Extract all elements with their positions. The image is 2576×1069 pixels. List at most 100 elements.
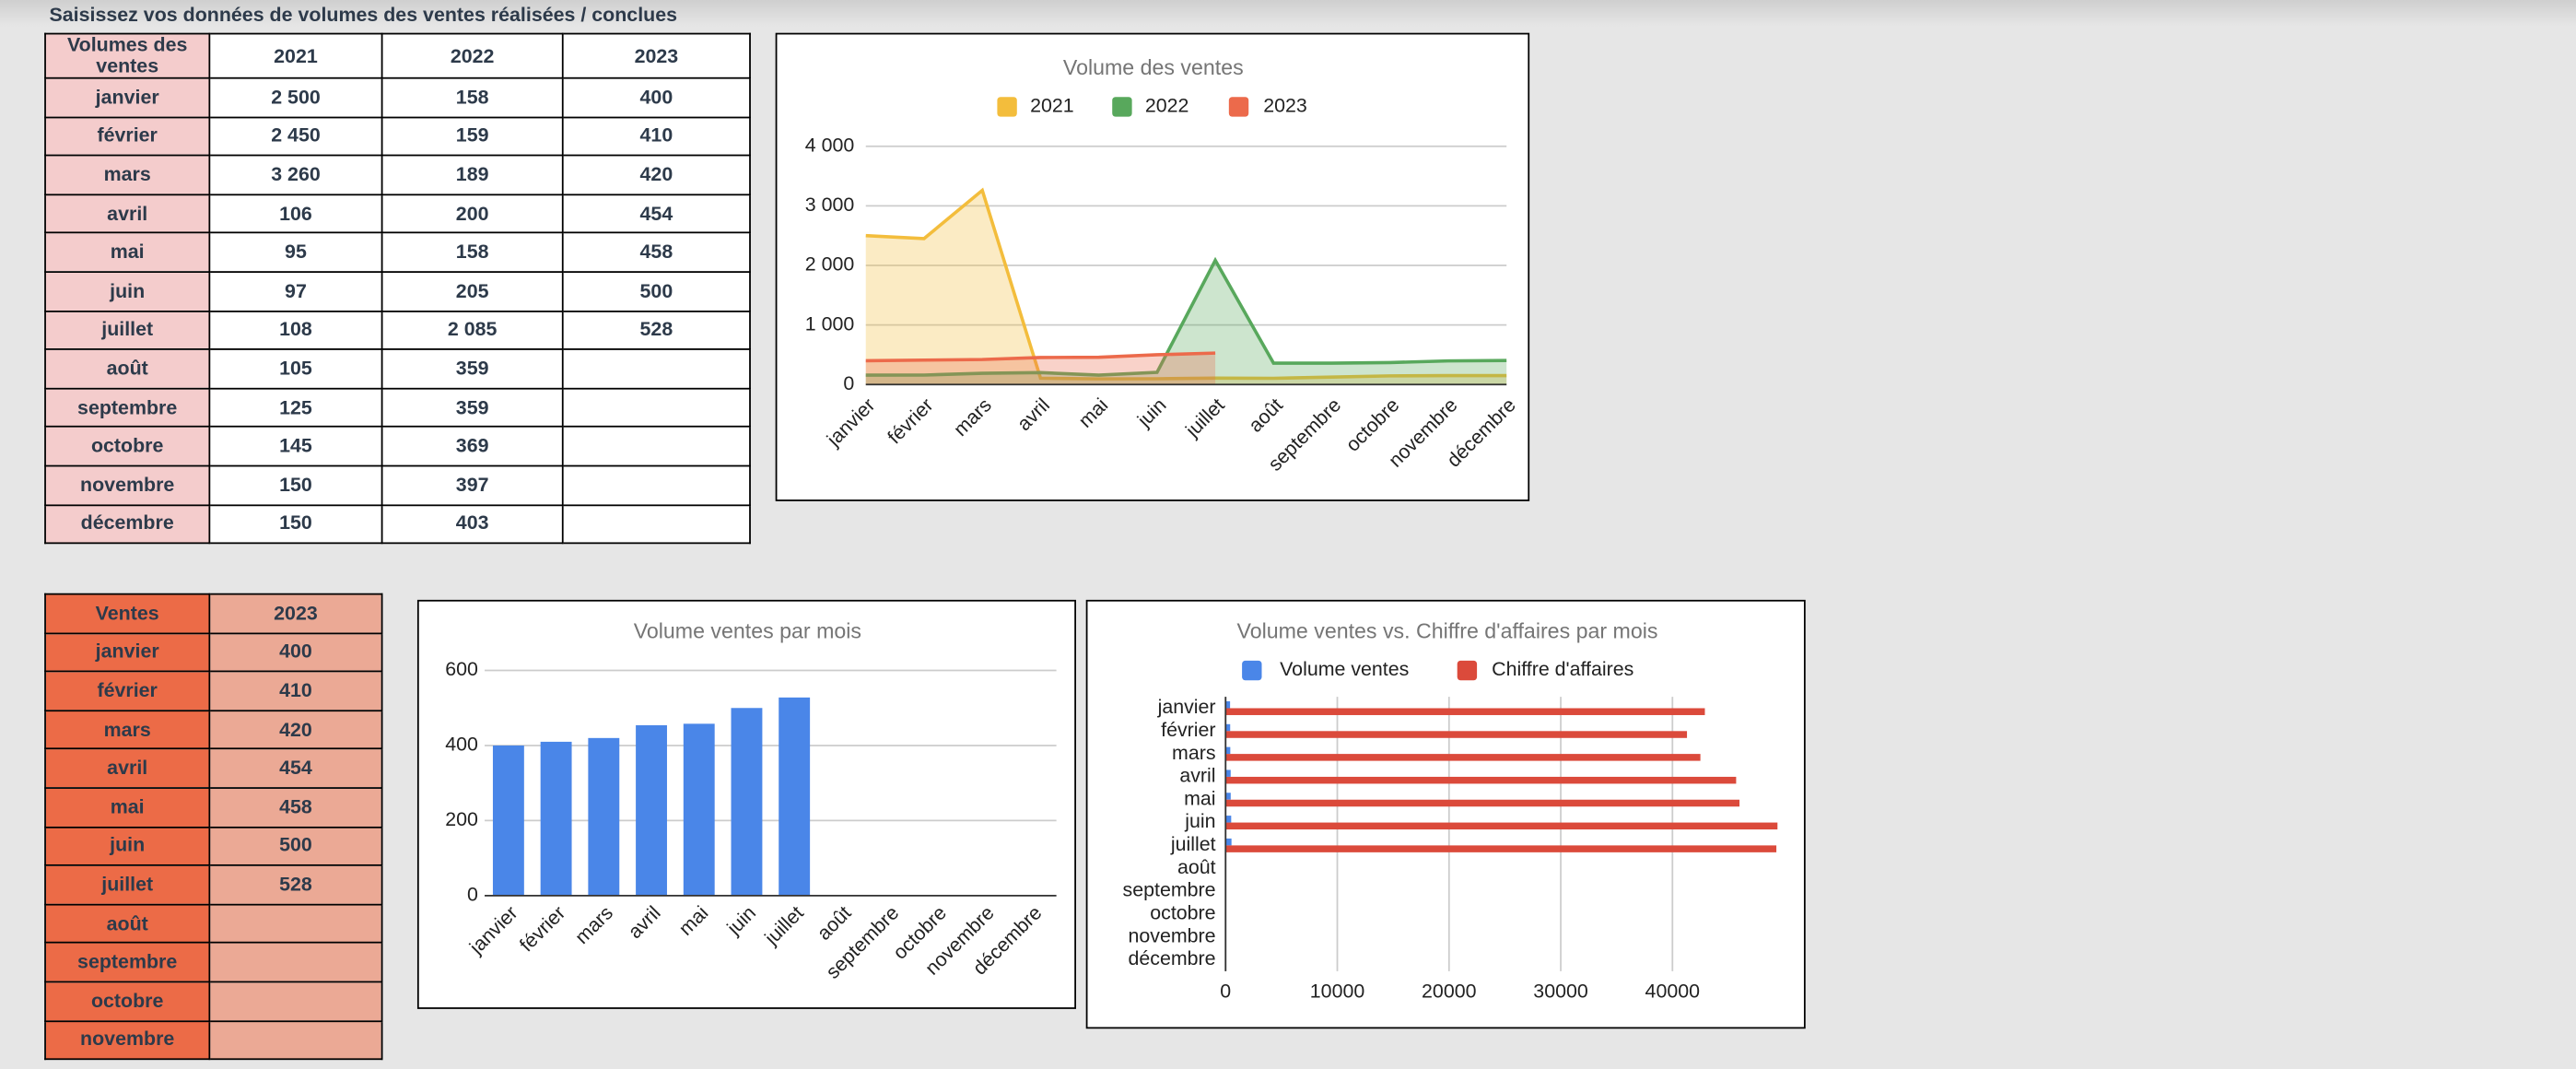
x-tick-label: juin [1132, 394, 1170, 431]
legend-swatch [1112, 97, 1132, 117]
toolbar-shadow [0, 0, 2576, 27]
table-cell: mars [44, 709, 211, 750]
table-cell: août [44, 348, 211, 390]
table-cell: 528 [561, 310, 751, 351]
table-cell: novembre [44, 464, 211, 506]
table-cell: juin [44, 826, 211, 867]
x-tick-label: 10000 [1310, 981, 1365, 1003]
table-cell: 400 [208, 631, 383, 673]
table-row: janvier 2 500 158 400 [44, 76, 751, 118]
bar [779, 697, 811, 896]
table-cell: mai [44, 787, 211, 828]
area-chart: Volume des ventes 2021 2022 2023 0 1 000 2 000… [805, 55, 1520, 476]
table-cell [561, 426, 751, 467]
x-tick-label: 0 [1220, 981, 1231, 1003]
bar [1225, 838, 1232, 846]
bar [731, 708, 763, 896]
table-cell: avril [44, 748, 211, 789]
table-row: février 410 [44, 670, 383, 711]
x-tick-label: août [813, 901, 855, 944]
table-cell: septembre [44, 387, 211, 429]
y-tick-label: 400 [445, 734, 478, 756]
table-cell [208, 1019, 383, 1061]
table-cell: octobre [44, 426, 211, 467]
table-cell: 205 [381, 271, 564, 312]
table-cell: 2021 [208, 32, 383, 79]
legend-label: Chiffre d'affaires [1492, 658, 1633, 680]
x-tick-label: avril [1013, 394, 1054, 435]
x-tick-label: janvier [822, 394, 879, 451]
chart-title: Volume ventes vs. Chiffre d'affaires par… [1237, 619, 1658, 643]
table-row: décembre 150 403 [44, 503, 751, 545]
y-tick-label: 1 000 [805, 312, 855, 335]
bar [540, 741, 572, 896]
y-tick-label: août [1177, 856, 1216, 878]
bar [1225, 731, 1688, 738]
table-cell: 158 [381, 76, 564, 118]
sales-table: Ventes 2023 janvier 400 février 410 mars 420 avr… [44, 593, 383, 1061]
legend-label: Volume ventes [1280, 658, 1409, 680]
table-cell: avril [44, 194, 211, 234]
table-cell: février [44, 670, 211, 711]
table-cell: décembre [44, 503, 211, 545]
table-cell: septembre [44, 942, 211, 983]
y-tick-label: juillet [1170, 833, 1216, 855]
table-cell: 159 [381, 115, 564, 157]
table-cell: Volumes des ventes [44, 32, 211, 79]
table-cell: 95 [208, 232, 383, 273]
table-cell: 397 [381, 464, 564, 506]
table-row: juillet 108 2 085 528 [44, 310, 751, 351]
table-row: septembre 125 359 [44, 387, 751, 429]
table-row: mars 420 [44, 709, 383, 750]
table-cell: 2 450 [208, 115, 383, 157]
table-cell: 106 [208, 194, 383, 234]
table-row: Volumes des ventes 2021 2022 2023 [44, 32, 751, 79]
y-tick-label: octobre [1150, 901, 1215, 923]
bar [492, 745, 524, 896]
table-row: août 105 359 [44, 348, 751, 390]
chart-bar-box: Volume ventes par mois 0 200 400 600 janvier f… [416, 599, 1076, 1009]
table-cell: 400 [561, 76, 751, 118]
table-cell: 359 [381, 387, 564, 429]
table-cell: 2022 [381, 32, 564, 79]
table-cell: 125 [208, 387, 383, 429]
y-tick-label: 200 [445, 808, 478, 830]
table-cell [561, 464, 751, 506]
legend-swatch [1457, 660, 1478, 681]
table-row: août [44, 903, 383, 945]
chart-title: Volume ventes par mois [634, 619, 861, 643]
bar [1225, 793, 1231, 800]
table-cell: 454 [208, 748, 383, 789]
table-row: septembre [44, 942, 383, 983]
legend-label: 2022 [1145, 95, 1189, 117]
series-line [865, 187, 1507, 381]
table-cell: Ventes [44, 593, 211, 634]
bar [1225, 799, 1740, 807]
y-tick-label: mars [1172, 742, 1216, 764]
table-row: octobre [44, 981, 383, 1022]
table-cell: mai [44, 232, 211, 273]
table-row: avril 454 [44, 748, 383, 789]
y-tick-label: 2 000 [805, 253, 855, 276]
legend-swatch [1242, 660, 1262, 681]
table-row: novembre 150 397 [44, 464, 751, 506]
x-tick-label: avril [624, 901, 665, 943]
y-tick-label: janvier [1157, 696, 1216, 718]
x-tick-label: 20000 [1422, 981, 1477, 1003]
x-tick-label: juin [722, 901, 760, 939]
x-tick-label: mars [949, 394, 996, 441]
chart-title: Volume des ventes [1063, 55, 1244, 79]
table-cell: janvier [44, 76, 211, 118]
table-row: mai 95 158 458 [44, 232, 751, 273]
table-cell [561, 387, 751, 429]
table-cell: 2 500 [208, 76, 383, 118]
table-cell [208, 903, 383, 945]
legend-label: 2021 [1030, 95, 1074, 117]
table-cell: 200 [381, 194, 564, 234]
y-tick-label: novembre [1129, 924, 1216, 946]
bar [1225, 723, 1231, 732]
table-cell [561, 348, 751, 390]
table-cell: 145 [208, 426, 383, 467]
